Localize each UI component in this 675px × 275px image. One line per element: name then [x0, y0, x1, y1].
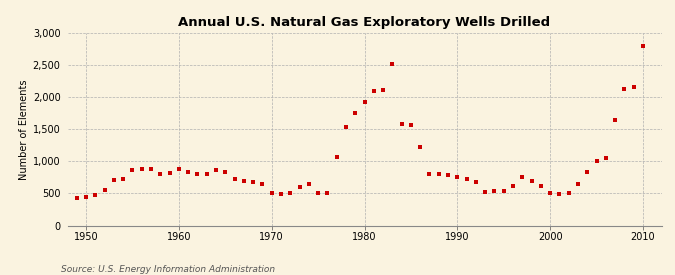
- Point: [72, 196, 82, 200]
- Point: [554, 192, 565, 196]
- Point: [331, 155, 342, 160]
- Point: [146, 167, 157, 171]
- Point: [406, 123, 416, 128]
- Point: [396, 122, 407, 126]
- Point: [628, 85, 639, 89]
- Point: [257, 182, 268, 187]
- Point: [127, 168, 138, 172]
- Y-axis label: Number of Elements: Number of Elements: [18, 79, 28, 180]
- Point: [637, 44, 648, 48]
- Point: [155, 172, 166, 176]
- Point: [117, 177, 128, 182]
- Point: [517, 175, 528, 179]
- Point: [619, 87, 630, 92]
- Point: [369, 89, 379, 94]
- Point: [211, 167, 221, 172]
- Point: [424, 171, 435, 176]
- Point: [498, 189, 509, 194]
- Point: [201, 171, 212, 176]
- Point: [461, 177, 472, 182]
- Point: [582, 169, 593, 174]
- Point: [591, 158, 602, 163]
- Point: [470, 180, 481, 184]
- Point: [378, 88, 389, 92]
- Point: [173, 167, 184, 171]
- Point: [99, 187, 110, 192]
- Point: [350, 110, 360, 115]
- Point: [294, 185, 305, 189]
- Title: Annual U.S. Natural Gas Exploratory Wells Drilled: Annual U.S. Natural Gas Exploratory Well…: [178, 16, 551, 29]
- Point: [489, 189, 500, 194]
- Point: [433, 171, 444, 176]
- Point: [563, 191, 574, 195]
- Point: [610, 118, 620, 122]
- Point: [526, 179, 537, 183]
- Point: [238, 178, 249, 183]
- Point: [535, 183, 546, 188]
- Text: Source: U.S. Energy Information Administration: Source: U.S. Energy Information Administ…: [61, 265, 275, 274]
- Point: [275, 192, 286, 196]
- Point: [452, 175, 463, 179]
- Point: [220, 169, 231, 174]
- Point: [414, 145, 425, 149]
- Point: [572, 182, 583, 187]
- Point: [545, 191, 556, 195]
- Point: [601, 156, 612, 160]
- Point: [285, 191, 296, 196]
- Point: [443, 173, 454, 178]
- Point: [229, 177, 240, 181]
- Point: [183, 170, 194, 174]
- Point: [248, 180, 259, 184]
- Point: [322, 191, 333, 195]
- Point: [303, 182, 314, 187]
- Point: [81, 194, 92, 199]
- Point: [359, 100, 370, 104]
- Point: [480, 190, 491, 194]
- Point: [164, 171, 175, 175]
- Point: [508, 184, 518, 189]
- Point: [136, 167, 147, 171]
- Point: [109, 178, 119, 182]
- Point: [387, 62, 398, 67]
- Point: [90, 193, 101, 197]
- Point: [340, 125, 351, 129]
- Point: [192, 171, 202, 176]
- Point: [266, 191, 277, 195]
- Point: [313, 191, 323, 196]
